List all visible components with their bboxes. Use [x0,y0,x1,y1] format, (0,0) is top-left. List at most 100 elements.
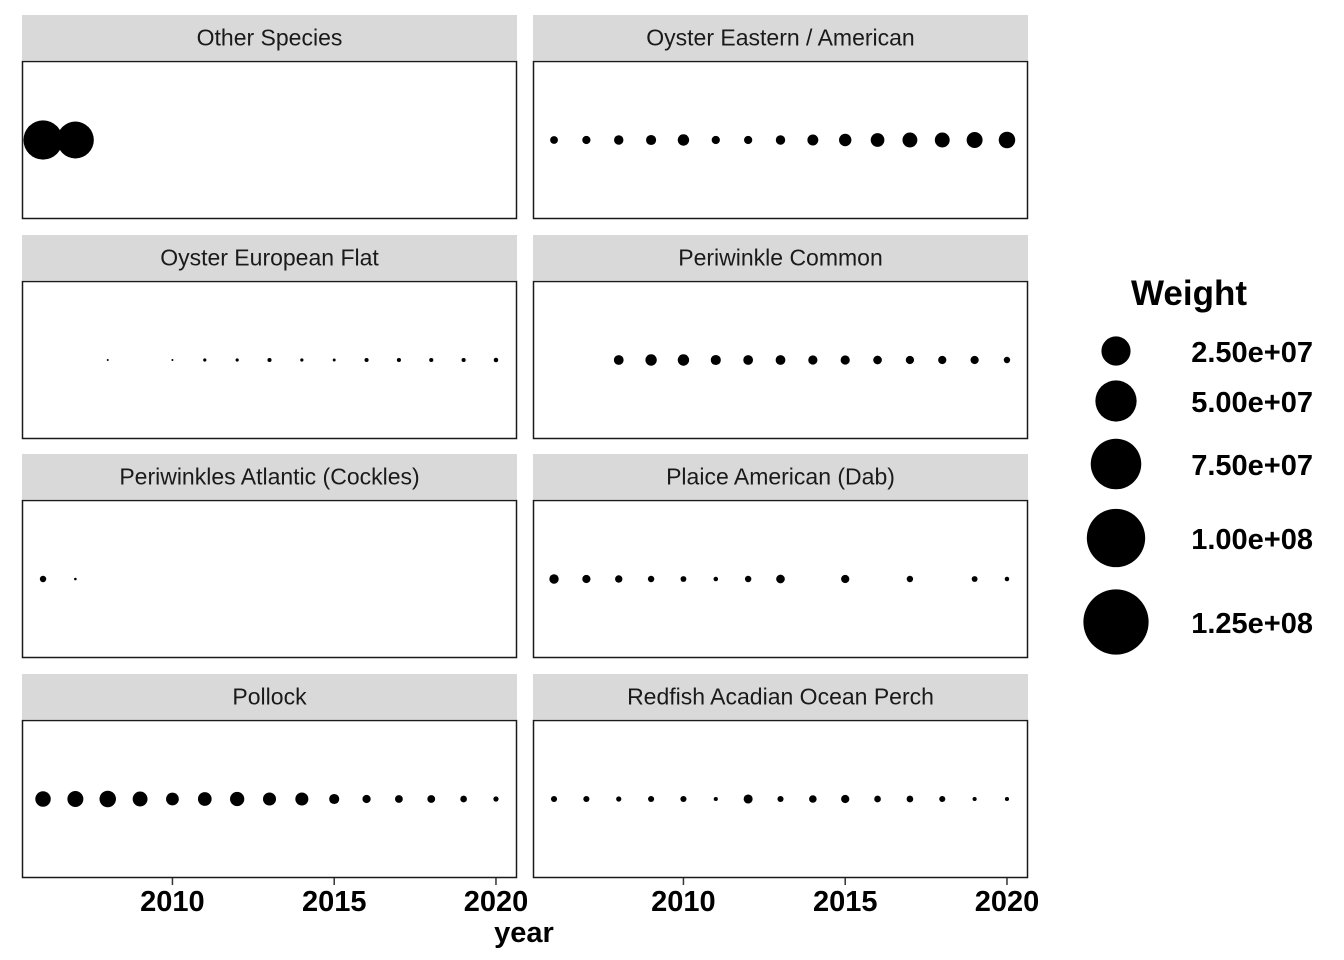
legend-key-circle [1101,336,1131,366]
data-point-2018 [934,132,950,148]
data-point-2008 [99,790,116,808]
data-point-2008 [616,796,622,802]
x-tick-label: 2010 [140,886,205,918]
data-point-2015 [839,133,852,147]
data-point-2020 [1004,576,1010,582]
facet-title: Oyster European Flat [160,245,379,271]
facet-title: Redfish Acadian Ocean Perch [627,684,934,710]
data-point-2011 [711,135,720,145]
facet-title: Pollock [232,684,307,710]
data-point-2016 [873,355,882,365]
data-point-2017 [906,575,914,583]
legend-item: 7.50e+07 [1090,438,1313,490]
data-point-2016 [874,795,881,803]
data-point-2020 [1003,356,1011,364]
data-point-2019 [461,357,466,363]
data-point-2019 [966,132,983,148]
data-point-2014 [300,358,304,362]
data-point-2018 [429,357,434,363]
data-point-2006 [35,791,51,807]
data-point-2013 [776,574,785,584]
facet-panel-periwinkles-atlantic-cockles: Periwinkles Atlantic (Cockles) [21,454,518,659]
x-tick-label: 2020 [975,886,1040,918]
facet-strip [533,454,1028,499]
data-point-2015 [329,793,340,805]
legend-key-circle [1095,380,1137,422]
data-point-2020 [493,796,499,802]
data-point-2012 [744,135,753,145]
data-point-2008 [106,359,109,361]
plot-area [21,499,518,659]
data-point-2019 [972,796,977,802]
facet-strip [22,15,517,60]
data-point-2014 [295,792,309,806]
legend: Weight 2.50e+07 5.00e+07 7.50e+07 1.00e+08 1.… [1083,274,1313,655]
data-point-2011 [710,354,721,366]
data-point-2017 [396,357,401,363]
data-point-2008 [614,135,624,145]
data-point-2006 [550,136,558,144]
data-point-2009 [645,354,657,366]
facet-title: Periwinkle Common [678,245,883,271]
facet-panel-oyster-european-flat: Oyster European Flat [21,235,518,440]
data-point-2017 [905,355,915,365]
legend-label: 7.50e+07 [1191,450,1313,482]
data-point-2006 [39,575,47,583]
legend-item: 1.25e+08 [1083,589,1313,655]
data-point-2007 [67,791,84,807]
facet-panel-plaice-american-dab: Plaice American (Dab) [532,454,1029,659]
facet-title: Periwinkles Atlantic (Cockles) [119,464,419,490]
data-point-2014 [809,795,817,803]
data-point-2018 [938,355,947,365]
data-point-2010 [677,134,690,146]
data-point-2012 [230,791,245,807]
data-point-2013 [267,357,272,363]
data-point-2011 [713,796,718,802]
data-point-2007 [582,135,591,145]
legend-label: 1.00e+08 [1191,524,1313,556]
data-point-2011 [713,576,719,582]
legend-key-circle [1086,508,1146,568]
data-point-2012 [743,355,754,365]
data-point-2006 [23,120,63,160]
data-point-2011 [203,358,207,362]
data-point-2010 [680,576,687,582]
x-tick-label: 2015 [302,886,367,918]
data-point-2006 [550,795,558,803]
facet-strip [22,674,517,719]
data-point-2009 [648,795,655,803]
legend-item: 5.00e+07 [1095,380,1313,422]
data-point-2010 [680,795,687,803]
legend-item: 1.00e+08 [1086,508,1313,568]
data-point-2016 [364,357,369,363]
data-point-2012 [235,358,239,362]
data-point-2020 [1004,796,1010,802]
facet-strip [533,235,1028,280]
data-point-2007 [74,577,77,581]
data-point-2016 [362,794,371,804]
data-point-2010 [171,358,174,362]
legend-item: 2.50e+07 [1101,336,1313,369]
data-point-2019 [970,355,979,365]
legend-key-circle [1083,589,1149,655]
data-point-2013 [262,792,277,806]
data-point-2013 [775,135,786,145]
data-point-2015 [841,794,850,804]
data-point-2009 [132,791,148,807]
x-tick-label: 2010 [651,886,716,918]
x-tick-label: 2020 [464,886,529,918]
data-point-2016 [870,133,885,147]
legend-label: 1.25e+08 [1191,608,1313,640]
data-point-2019 [460,795,467,803]
data-point-2015 [841,574,850,584]
plot-area [21,60,518,220]
data-point-2007 [56,121,94,159]
legend-key-circle [1090,438,1142,490]
x-axis-title: year [494,917,554,949]
data-point-2017 [395,795,403,803]
data-point-2020 [998,131,1016,149]
facet-panel-pollock: Pollock 2010 2015 2020 [21,674,529,918]
legend-title: Weight [1131,274,1247,313]
